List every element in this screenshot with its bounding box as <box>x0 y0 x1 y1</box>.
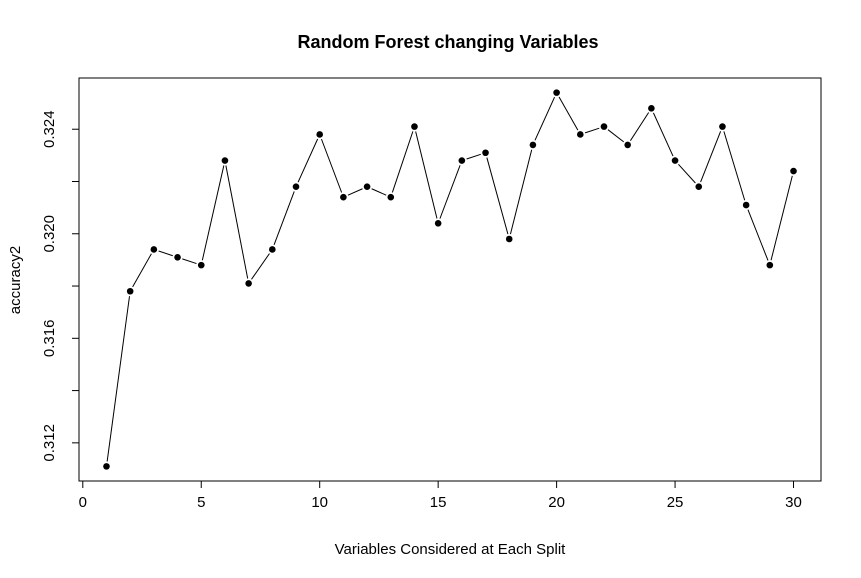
line-segment <box>652 112 674 157</box>
y-tick-label: 0.316 <box>41 320 58 358</box>
data-point <box>529 141 537 149</box>
line-segment <box>415 131 438 219</box>
chart-title: Random Forest changing Variables <box>297 32 598 52</box>
data-point <box>458 157 466 164</box>
plot-frame <box>78 77 822 482</box>
data-point <box>505 235 513 243</box>
line-segment <box>607 129 625 143</box>
data-point <box>482 149 489 157</box>
line-segment <box>371 188 387 196</box>
line-segment <box>747 209 769 261</box>
data-point <box>174 253 181 261</box>
line-segment <box>723 131 746 201</box>
x-axis-label: Variables Considered at Each Split <box>335 541 567 558</box>
line-segment <box>534 96 556 141</box>
line-segment <box>297 138 319 183</box>
line-segment <box>770 175 793 261</box>
line-segment <box>700 131 722 183</box>
data-point <box>719 123 726 130</box>
y-axis-label: accuracy2 <box>7 246 24 314</box>
data-point <box>577 131 584 138</box>
x-tick-label: 10 <box>311 494 328 511</box>
data-point <box>126 287 134 295</box>
line-segment <box>201 165 225 261</box>
data-point <box>742 201 750 209</box>
x-tick-label: 20 <box>548 494 565 511</box>
line-segment <box>273 191 295 245</box>
line-segment <box>347 188 363 196</box>
data-point <box>766 261 774 269</box>
data-point <box>150 246 158 253</box>
series-line <box>106 96 793 462</box>
x-tick-label: 0 <box>79 494 87 511</box>
data-point <box>671 157 679 164</box>
x-tick-label: 5 <box>197 494 205 511</box>
data-point <box>648 105 655 112</box>
line-segment <box>486 157 509 235</box>
line-segment <box>466 153 481 160</box>
data-point <box>411 123 418 130</box>
x-axis: 0 5 10 15 20 25 30 <box>79 480 802 511</box>
line-segment <box>225 165 249 279</box>
line-segment <box>391 131 414 193</box>
data-point <box>434 220 442 227</box>
line-segment <box>106 296 130 462</box>
line-segment <box>439 165 461 219</box>
line-segment <box>629 112 650 141</box>
data-point <box>292 183 300 191</box>
line-segment <box>251 253 270 280</box>
y-axis: 0.312 0.316 0.320 0.324 <box>41 110 80 462</box>
x-tick-label: 15 <box>430 494 447 511</box>
line-segment <box>182 258 197 265</box>
data-point <box>553 89 560 96</box>
data-point <box>269 246 276 253</box>
line-segment <box>132 253 152 288</box>
data-point <box>245 280 252 287</box>
data-point <box>221 157 229 164</box>
line-segment <box>558 96 579 131</box>
data-point <box>624 141 631 149</box>
line-segment <box>320 138 343 193</box>
line-segment <box>158 250 173 257</box>
series-points <box>103 89 797 470</box>
line-segment <box>678 163 696 184</box>
data-point <box>197 261 205 269</box>
y-tick-label: 0.312 <box>41 424 58 462</box>
data-point <box>387 193 395 201</box>
data-point <box>340 193 347 201</box>
data-point <box>600 123 608 130</box>
y-tick-label: 0.324 <box>41 110 58 148</box>
x-tick-label: 30 <box>785 494 802 511</box>
line-segment <box>509 149 533 235</box>
data-point <box>316 131 323 138</box>
x-tick-label: 25 <box>667 494 684 511</box>
data-point <box>790 167 797 175</box>
y-tick-label: 0.320 <box>41 215 58 253</box>
data-point <box>695 183 703 191</box>
data-point <box>363 183 371 191</box>
data-point <box>103 463 110 470</box>
line-segment <box>584 127 600 134</box>
